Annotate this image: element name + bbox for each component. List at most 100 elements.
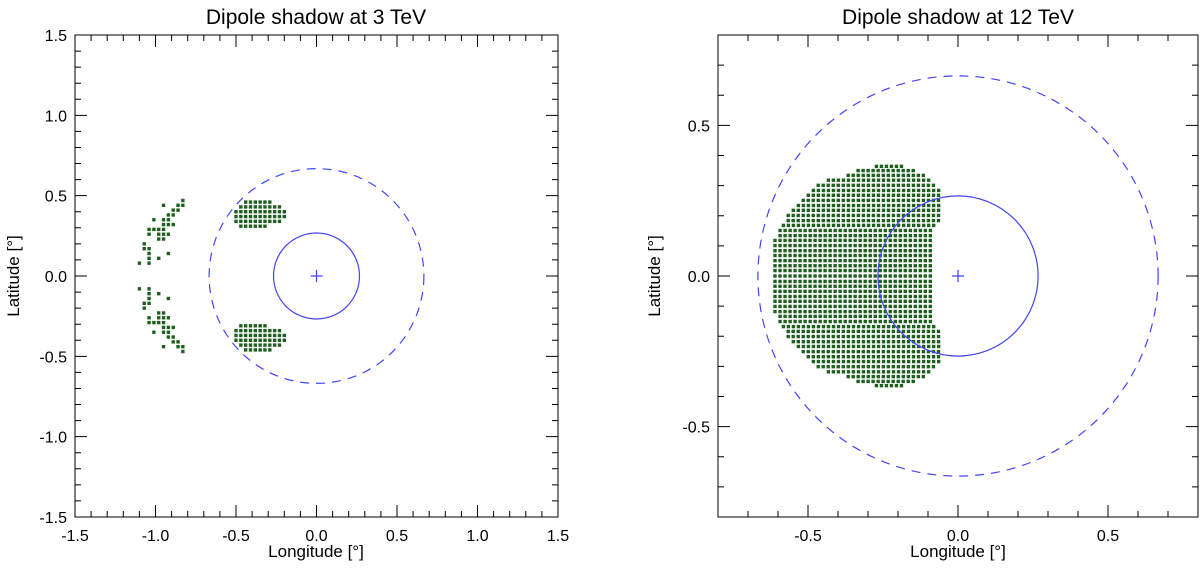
data-point <box>901 183 906 188</box>
data-point <box>886 324 891 329</box>
data-point <box>923 314 928 319</box>
data-point <box>788 294 792 299</box>
data-point <box>157 232 161 236</box>
data-point <box>836 223 841 228</box>
data-point <box>921 193 926 197</box>
data-point <box>161 218 166 222</box>
data-point <box>818 314 822 319</box>
data-point <box>883 319 888 324</box>
data-point <box>851 344 856 349</box>
data-point <box>856 374 860 379</box>
data-point <box>906 334 911 339</box>
data-point <box>813 268 817 273</box>
data-point <box>846 339 851 344</box>
data-point <box>926 370 931 374</box>
data-point <box>853 299 857 304</box>
data-point <box>243 200 248 204</box>
data-point <box>147 246 151 251</box>
data-point <box>788 309 792 314</box>
data-point <box>843 264 847 268</box>
data-point <box>918 233 923 238</box>
data-point <box>851 324 856 329</box>
data-point <box>898 258 902 263</box>
data-point <box>921 329 926 334</box>
data-point <box>798 279 802 284</box>
data-point <box>783 309 787 314</box>
data-point <box>926 178 931 182</box>
data-point <box>838 248 842 253</box>
data-point <box>841 218 846 223</box>
data-point <box>853 264 857 268</box>
data-point <box>826 183 830 188</box>
data-point <box>908 284 912 288</box>
data-point <box>911 223 916 228</box>
data-point <box>843 284 847 288</box>
data-point <box>813 274 817 278</box>
data-point <box>248 343 253 347</box>
data-point <box>253 214 258 219</box>
data-point <box>846 359 851 364</box>
data-point <box>921 334 926 339</box>
data-point <box>826 334 830 339</box>
data-point <box>903 274 907 278</box>
data-point <box>858 299 862 304</box>
data-point <box>891 334 896 339</box>
data-point <box>147 256 151 261</box>
data-point <box>873 233 877 238</box>
data-point <box>918 238 922 243</box>
data-point <box>883 264 887 268</box>
data-point <box>277 333 282 338</box>
data-point <box>803 279 807 284</box>
data-point <box>773 274 777 278</box>
data-point <box>268 219 272 224</box>
data-point <box>858 274 862 278</box>
data-point <box>903 248 907 253</box>
data-point <box>881 339 886 344</box>
data-point <box>873 228 877 233</box>
data-point <box>936 339 941 344</box>
data-point <box>786 223 791 228</box>
data-point <box>826 370 831 374</box>
data-point <box>813 248 817 253</box>
data-point <box>888 274 892 278</box>
data-point <box>896 370 901 374</box>
data-point <box>856 359 861 364</box>
data-point <box>883 248 887 253</box>
data-point <box>773 304 777 309</box>
data-point <box>846 334 851 339</box>
data-point <box>911 188 916 193</box>
data-point <box>831 339 836 344</box>
data-point <box>796 329 800 334</box>
data-point <box>833 294 837 299</box>
data-point <box>931 183 936 188</box>
data-point <box>878 258 882 263</box>
data-point <box>886 218 891 223</box>
data-point <box>846 213 851 218</box>
data-point <box>239 224 243 228</box>
data-point <box>883 304 887 309</box>
data-point <box>813 304 817 309</box>
data-point <box>239 328 243 333</box>
data-point <box>871 198 876 203</box>
data-point <box>816 183 820 188</box>
data-point <box>921 339 926 344</box>
data-point <box>846 218 851 223</box>
data-point <box>806 218 810 223</box>
data-point <box>891 178 896 182</box>
data-point <box>846 178 851 182</box>
data-point <box>876 213 881 218</box>
data-point <box>926 183 931 188</box>
data-point <box>828 294 832 299</box>
data-point <box>826 193 831 197</box>
data-point <box>808 264 812 268</box>
data-point <box>773 264 777 268</box>
data-point <box>863 294 867 299</box>
data-point <box>906 374 911 379</box>
data-point <box>868 248 872 253</box>
data-point <box>816 364 820 369</box>
data-point <box>818 284 822 288</box>
data-point <box>783 253 787 258</box>
data-point <box>913 289 917 294</box>
data-point <box>828 284 832 288</box>
